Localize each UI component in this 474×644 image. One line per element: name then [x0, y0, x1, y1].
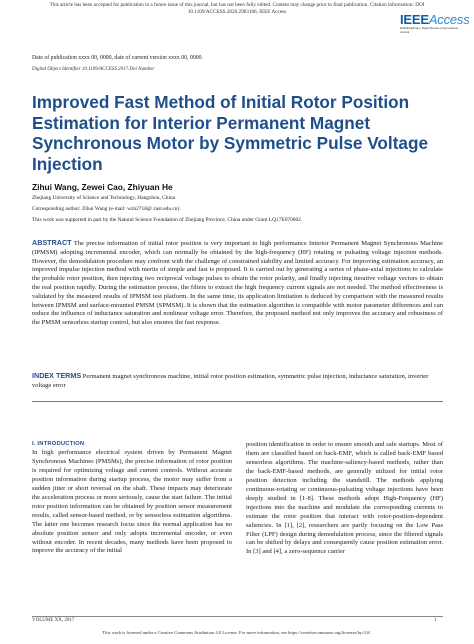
acceptance-notice: This article has been accepted for publi… — [0, 2, 474, 15]
author-list: Zihui Wang, Zewei Cao, Zhiyuan He — [32, 182, 173, 192]
logo-word-main: IEEE — [400, 12, 429, 27]
abstract-block: ABSTRACT The precise information of init… — [32, 238, 443, 328]
affiliation: Zhejiang University of Science and Techn… — [32, 195, 176, 201]
ieee-access-logo: IEEEAccess Multidisciplinary | Rapid Rev… — [400, 12, 470, 34]
paper-title: Improved Fast Method of Initial Rotor Po… — [32, 92, 429, 174]
license-notice: This work is licensed under a Creative C… — [102, 630, 372, 635]
logo-tagline: Multidisciplinary | Rapid Review | Open … — [400, 26, 459, 34]
acceptance-notice-line-2: 10.1109/ACCESS.2020.2983106, IEEE Access — [187, 8, 287, 15]
index-terms-text: Permanent magnet synchronous machine, in… — [32, 373, 429, 389]
section-heading: I. INTRODUCTION — [32, 441, 85, 447]
index-terms-block: INDEX TERMS Permanent magnet synchronous… — [32, 371, 443, 391]
abstract-text: The precise information of initial rotor… — [32, 240, 443, 327]
funding-note: This work was supported in part by the N… — [32, 217, 303, 223]
publication-date: Date of publication xxxx 00, 0000, date … — [32, 55, 203, 61]
corresponding-author: Corresponding author: Zihui Wang (e-mail… — [32, 206, 181, 212]
intro-left-column: In high performance electrical system dr… — [32, 449, 232, 555]
doi-line: Digital Object Identifier 10.1109/ACCESS… — [32, 67, 155, 72]
index-terms-label: INDEX TERMS — [32, 371, 82, 380]
footer-divider — [32, 616, 443, 617]
abstract-label: ABSTRACT — [32, 238, 72, 247]
volume-label: VOLUME XX, 2017 — [32, 618, 75, 623]
acceptance-notice-line-1: This article has been accepted for publi… — [49, 2, 425, 8]
page-number: 1 — [434, 618, 437, 623]
logo-word-sub: Access — [428, 12, 470, 27]
section-divider — [32, 401, 443, 402]
intro-right-column: position identification in order to ensu… — [246, 441, 443, 556]
